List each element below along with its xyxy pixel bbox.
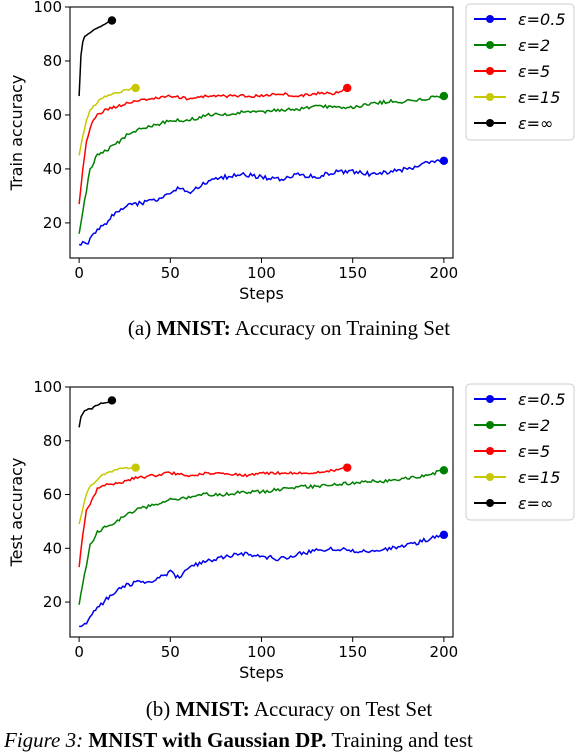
x-tick-label: 150 [338, 264, 367, 282]
series-group [78, 19, 445, 246]
legend-swatch-marker [486, 15, 494, 23]
caption-b: (b) MNIST: Accuracy on Test Set [0, 697, 578, 722]
series-group [78, 399, 445, 628]
series-endpoint-eps-5 [343, 463, 352, 472]
y-tick-label: 60 [43, 106, 62, 124]
caption-a-text: Accuracy on Training Set [234, 316, 451, 340]
y-tick-label: 80 [43, 432, 62, 450]
x-tick-label: 200 [430, 643, 459, 661]
y-tick-label: 40 [43, 539, 62, 557]
legend-swatch-marker [486, 41, 494, 49]
x-axis-label: Steps [239, 663, 284, 682]
legend: ε=0.5 ε=2 ε=5 ε=15 ε=∞ [465, 3, 575, 141]
series-line-eps-inf [78, 399, 113, 428]
x-tick-label: 200 [430, 264, 459, 282]
series-line-eps-0-5 [78, 159, 445, 246]
legend-label: ε=15 [518, 88, 560, 107]
caption-a-prefix: (a) [127, 316, 152, 340]
series-line-eps-2 [78, 94, 445, 234]
caption-b-prefix: (b) [145, 697, 171, 721]
y-tick-label: 80 [43, 52, 62, 70]
legend-label: ε=5 [518, 442, 550, 461]
legend-swatch-marker [486, 119, 494, 127]
legend-label: ε=∞ [518, 494, 553, 513]
figure-caption-prefix: Figure 3: [4, 728, 84, 752]
legend-label: ε=15 [518, 468, 560, 487]
legend-label: ε=0.5 [518, 390, 566, 409]
series-line-eps-inf [78, 19, 113, 97]
legend-swatch-marker [486, 499, 494, 507]
y-tick-label: 20 [43, 593, 62, 611]
series-endpoint-eps-15 [131, 463, 140, 472]
series-endpoint-eps-0-5 [439, 156, 449, 166]
caption-a-bold: MNIST: [156, 316, 231, 340]
x-tick-label: 0 [74, 264, 84, 282]
legend: ε=0.5 ε=2 ε=5 ε=15 ε=∞ [465, 383, 575, 521]
series-endpoint-eps-inf [107, 396, 117, 405]
caption-b-bold: MNIST: [175, 697, 250, 721]
x-tick-label: 100 [247, 264, 276, 282]
y-tick-label: 100 [33, 378, 62, 396]
x-tick-label: 50 [161, 643, 180, 661]
legend-label: ε=2 [518, 416, 550, 435]
series-line-eps-0-5 [79, 534, 445, 628]
legend-swatch-marker [486, 473, 494, 481]
series-endpoint-eps-0-5 [439, 530, 449, 540]
caption-a: (a) MNIST: Accuracy on Training Set [0, 316, 578, 341]
figure-caption: Figure 3: MNIST with Gaussian DP. Traini… [4, 728, 473, 753]
legend-box [465, 3, 575, 141]
y-axis-label: Test accuracy [7, 458, 26, 568]
series-line-eps-5 [78, 466, 348, 568]
series-line-eps-2 [78, 469, 444, 605]
series-endpoint-eps-inf [107, 16, 117, 25]
y-tick-label: 40 [43, 160, 62, 178]
plot-frame [69, 386, 454, 638]
x-tick-label: 100 [247, 643, 276, 661]
series-endpoint-eps-15 [131, 83, 140, 93]
legend-swatch-marker [486, 67, 494, 75]
series-endpoint-eps-2 [439, 91, 449, 101]
legend-label: ε=5 [518, 62, 550, 81]
plot-frame [69, 6, 454, 259]
y-tick-label: 100 [33, 0, 62, 16]
y-tick-label: 20 [43, 214, 62, 232]
legend-swatch-marker [486, 93, 494, 101]
y-axis-label: Train accuracy [7, 75, 26, 192]
legend-swatch-marker [486, 421, 494, 429]
series-line-eps-5 [78, 87, 348, 205]
x-tick-label: 50 [161, 264, 180, 282]
figure-caption-text: Training and test [331, 728, 473, 752]
legend-swatch-marker [486, 447, 494, 455]
caption-b-text: Accuracy on Test Set [253, 697, 433, 721]
legend-swatch-marker [486, 395, 494, 403]
series-endpoint-eps-2 [439, 466, 449, 475]
legend-label: ε=2 [518, 36, 550, 55]
legend-label: ε=0.5 [518, 10, 566, 29]
x-axis-label: Steps [239, 284, 284, 303]
x-tick-label: 0 [74, 643, 84, 661]
legend-label: ε=∞ [518, 114, 553, 133]
series-endpoint-eps-5 [343, 83, 352, 93]
chart-test-accuracy: 0 50 100 150 200 20 40 60 80 100 Steps Test accurac… [7, 378, 575, 682]
series-line-eps-15 [78, 466, 136, 525]
series-line-eps-15 [78, 86, 136, 156]
x-tick-label: 150 [338, 643, 367, 661]
legend-box [465, 383, 575, 521]
figure-caption-bold: MNIST with Gaussian DP. [88, 728, 327, 752]
chart-train-accuracy: 0 50 100 150 200 20 40 60 80 100 Steps Train accura… [7, 0, 575, 303]
y-tick-label: 60 [43, 486, 62, 504]
